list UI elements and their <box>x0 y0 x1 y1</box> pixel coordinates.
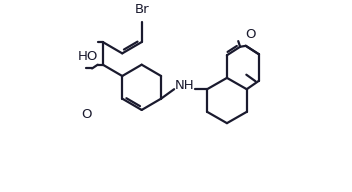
Text: O: O <box>82 108 92 121</box>
Text: NH: NH <box>174 79 194 92</box>
Text: Br: Br <box>134 3 149 16</box>
Text: O: O <box>245 28 256 41</box>
Text: HO: HO <box>77 50 98 63</box>
